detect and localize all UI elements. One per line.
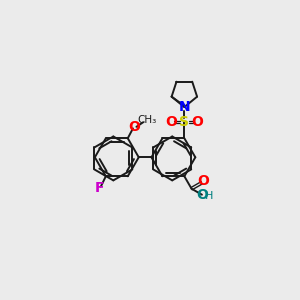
Text: O: O (196, 188, 208, 203)
Text: O: O (191, 115, 203, 129)
Text: S: S (179, 115, 189, 129)
Text: F: F (94, 181, 104, 195)
Text: O: O (197, 174, 209, 188)
Text: H: H (205, 191, 214, 201)
Text: O: O (128, 120, 140, 134)
Text: O: O (166, 115, 178, 129)
Text: N: N (178, 100, 190, 114)
Text: CH₃: CH₃ (138, 115, 157, 125)
